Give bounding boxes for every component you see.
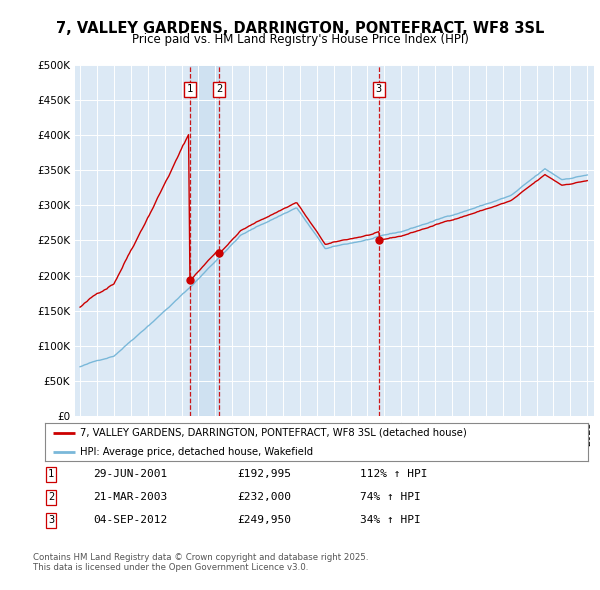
- Text: 7, VALLEY GARDENS, DARRINGTON, PONTEFRACT, WF8 3SL (detached house): 7, VALLEY GARDENS, DARRINGTON, PONTEFRAC…: [80, 428, 467, 438]
- Text: This data is licensed under the Open Government Licence v3.0.: This data is licensed under the Open Gov…: [33, 563, 308, 572]
- Text: 3: 3: [376, 84, 382, 94]
- Text: 29-JUN-2001: 29-JUN-2001: [93, 470, 167, 479]
- Text: 112% ↑ HPI: 112% ↑ HPI: [360, 470, 427, 479]
- Text: 1: 1: [187, 84, 193, 94]
- Text: 7, VALLEY GARDENS, DARRINGTON, PONTEFRACT, WF8 3SL: 7, VALLEY GARDENS, DARRINGTON, PONTEFRAC…: [56, 21, 544, 35]
- Text: 1: 1: [48, 470, 54, 479]
- Text: Contains HM Land Registry data © Crown copyright and database right 2025.: Contains HM Land Registry data © Crown c…: [33, 553, 368, 562]
- Text: £249,950: £249,950: [237, 516, 291, 525]
- Bar: [190, 65, 219, 416]
- Text: £232,000: £232,000: [237, 493, 291, 502]
- Text: 21-MAR-2003: 21-MAR-2003: [93, 493, 167, 502]
- Text: HPI: Average price, detached house, Wakefield: HPI: Average price, detached house, Wake…: [80, 447, 313, 457]
- Text: 74% ↑ HPI: 74% ↑ HPI: [360, 493, 421, 502]
- Text: 3: 3: [48, 516, 54, 525]
- Text: Price paid vs. HM Land Registry's House Price Index (HPI): Price paid vs. HM Land Registry's House …: [131, 33, 469, 46]
- Text: 2: 2: [216, 84, 222, 94]
- Text: 2: 2: [48, 493, 54, 502]
- Text: 04-SEP-2012: 04-SEP-2012: [93, 516, 167, 525]
- Text: 34% ↑ HPI: 34% ↑ HPI: [360, 516, 421, 525]
- Text: £192,995: £192,995: [237, 470, 291, 479]
